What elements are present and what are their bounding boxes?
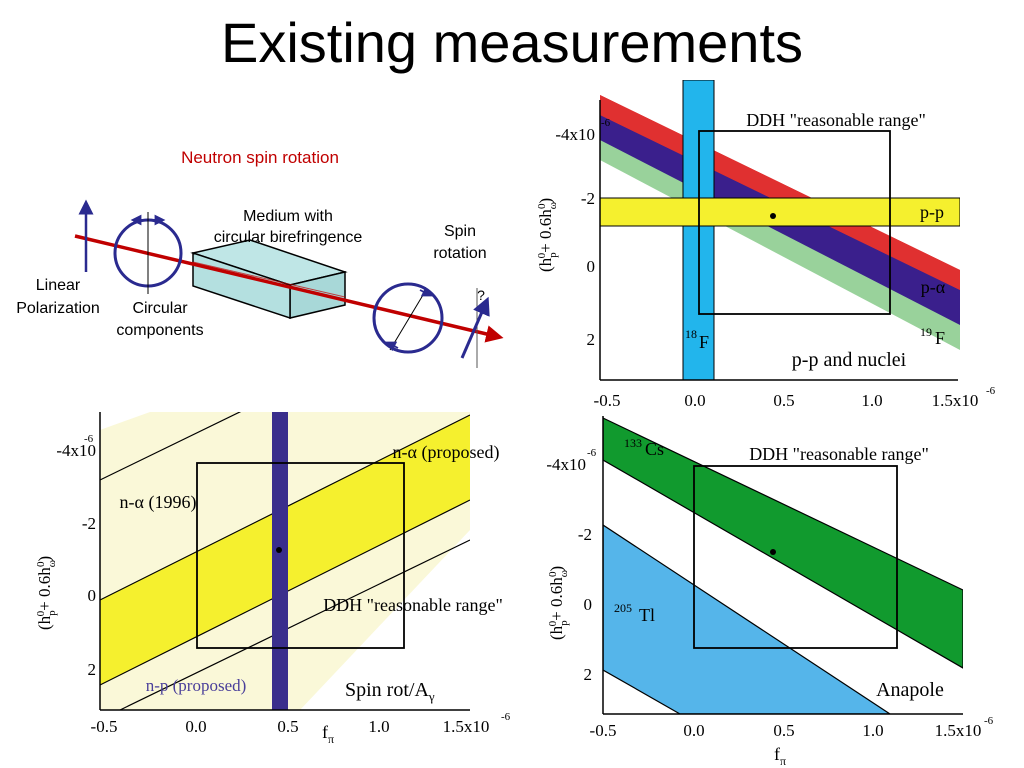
question-mark: ?: [477, 287, 485, 303]
spin-rotation-diagram: Neutron spin rotation Mediu: [16, 148, 504, 368]
bl-xtick-4: 1.0: [368, 717, 389, 736]
bl-ytick-4: 2: [88, 660, 97, 679]
bl-ytick-1: -4x10: [56, 441, 96, 460]
br-y-axis-label: (hp0+ 0.6hω0): [547, 566, 570, 640]
br-ytick-1: -4x10: [546, 455, 586, 474]
tr-xtick-5: 1.5x10: [932, 391, 979, 410]
linear-label-1: Linear: [36, 277, 81, 294]
circular-label-1: Circular: [132, 300, 188, 317]
bl-ytick-exp: -6: [84, 433, 94, 445]
tr-label-19f-sup: 19: [920, 325, 932, 339]
neutron-beam-arrow: [74, 234, 504, 343]
br-xtick-5: 1.5x10: [935, 721, 982, 740]
rotated-components-icon: [372, 282, 444, 354]
tr-xtick-1: -0.5: [594, 391, 621, 410]
br-xtick-2: 0.0: [683, 721, 704, 740]
plot-anapole: 133 Cs DDH "reasonable range" 205 Tl Ana…: [546, 416, 994, 768]
br-xtick-3: 0.5: [773, 721, 794, 740]
br-ytick-exp: -6: [587, 447, 597, 459]
br-caption: Anapole: [876, 679, 944, 701]
plot-spin-rotation: n-α (proposed) n-α (1996) DDH "reasonabl…: [35, 412, 511, 746]
bl-xtick-1: -0.5: [91, 717, 118, 736]
tr-xtick-4: 1.0: [861, 391, 882, 410]
tr-ytick-exp: -6: [601, 117, 611, 129]
bl-y-axis-label: (hp0+ 0.6hω0): [35, 556, 58, 630]
bl-xtick-3: 0.5: [277, 717, 298, 736]
tr-label-18f: F: [699, 332, 709, 352]
bl-ytick-2: -2: [82, 514, 96, 533]
diagram-heading: Neutron spin rotation: [181, 148, 339, 167]
spin-label-1: Spin: [444, 223, 476, 240]
ddh-best-value-point: [770, 213, 776, 219]
spin-label-2: rotation: [433, 245, 486, 262]
tr-label-palpha: p-α: [921, 277, 946, 297]
bl-xtick-exp: -6: [501, 711, 511, 723]
br-label-cs-sup: 133: [624, 436, 642, 450]
br-xtick-exp: -6: [984, 715, 994, 727]
br-box-label: DDH "reasonable range": [749, 444, 929, 464]
medium-label-2: circular birefringence: [214, 229, 363, 246]
br-ytick-3: 0: [584, 595, 593, 614]
tr-xtick-2: 0.0: [684, 391, 705, 410]
br-xtick-1: -0.5: [590, 721, 617, 740]
bl-xtick-5: 1.5x10: [443, 717, 490, 736]
tr-caption: p-p and nuclei: [792, 349, 907, 371]
tr-ytick-2: -2: [581, 189, 595, 208]
slide-title: Existing measurements: [220, 11, 803, 74]
bl-label-np-proposed: n-p (proposed): [146, 676, 247, 695]
br-ytick-2: -2: [578, 525, 592, 544]
tr-ytick-4: 2: [587, 330, 596, 349]
rotated-spin-arrow: [460, 296, 490, 359]
tr-ytick-3: 0: [587, 257, 596, 276]
br-label-tl-sup: 205: [614, 601, 632, 615]
circular-label-2: components: [116, 322, 203, 339]
ddh-best-value-point: [276, 547, 282, 553]
tr-ytick-1: -4x10: [555, 125, 595, 144]
tr-label-pp: p-p: [920, 202, 944, 222]
ddh-range-box: [693, 465, 898, 649]
bl-ytick-3: 0: [88, 586, 97, 605]
band-n-p-proposed: [272, 412, 288, 710]
band-pp: [600, 197, 960, 227]
linear-label-2: Polarization: [16, 300, 100, 317]
ddh-best-value-point: [770, 549, 776, 555]
band-133cs: [603, 417, 963, 669]
bl-xtick-2: 0.0: [185, 717, 206, 736]
tr-xtick-3: 0.5: [773, 391, 794, 410]
br-ytick-4: 2: [584, 665, 593, 684]
tr-y-axis-label: (hp0+ 0.6hω0): [536, 198, 559, 272]
tr-label-19f: F: [935, 328, 945, 348]
bl-label-na-1996: n-α (1996): [120, 492, 197, 513]
band-205tl: [603, 524, 892, 714]
bl-x-axis-label: fπ: [322, 722, 334, 746]
bl-caption: Spin rot/Aγ: [345, 679, 435, 704]
br-label-tl: Tl: [639, 605, 655, 625]
circular-components-icon: [113, 212, 183, 294]
bl-label-na-proposed: n-α (proposed): [393, 442, 500, 463]
ddh-range-box: [196, 462, 405, 649]
br-x-axis-label: fπ: [774, 744, 786, 768]
tr-box-label: DDH "reasonable range": [746, 110, 926, 130]
medium-label-1: Medium with: [243, 208, 333, 225]
ddh-range-box: [698, 130, 891, 315]
tr-label-18f-sup: 18: [685, 327, 697, 341]
br-label-cs: Cs: [645, 439, 664, 459]
plot-pp-nuclei: DDH "reasonable range" p-p p-α 19 F 18 F…: [536, 80, 996, 410]
tr-xtick-exp: -6: [986, 385, 996, 397]
bl-box-label: DDH "reasonable range": [323, 595, 503, 615]
br-xtick-4: 1.0: [862, 721, 883, 740]
